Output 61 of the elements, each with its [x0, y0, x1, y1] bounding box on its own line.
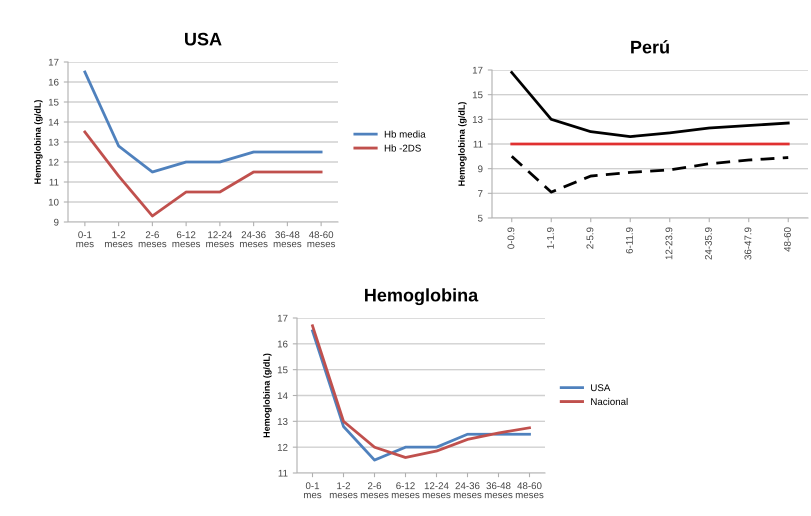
- y-tick-label: 17: [278, 314, 288, 322]
- x-tick-label: 6-12 meses: [392, 482, 420, 498]
- y-tick-label: 13: [278, 418, 288, 425]
- x-tick-label: 12-24 meses: [206, 231, 234, 248]
- line-series: [83, 70, 323, 174]
- y-tick-label: 16: [278, 340, 288, 348]
- chart-title: Hemoglobina: [365, 288, 478, 306]
- y-axis-title: Hemoglobina (g/dL): [263, 354, 272, 438]
- y-tick-label: 14: [48, 118, 59, 126]
- x-tick-label: 12-23.9: [665, 227, 672, 260]
- x-tick-label: 24-35.9: [704, 227, 712, 260]
- y-tick-label: 17: [472, 66, 482, 74]
- x-tick-label: 48-60 meses: [516, 482, 544, 498]
- line-series: [83, 130, 323, 218]
- x-tick-label: 2-5.9: [586, 227, 594, 249]
- x-tick-label: 36-47.9: [744, 227, 752, 260]
- line-series: [510, 71, 790, 138]
- y-tick-label: 15: [472, 92, 483, 98]
- legend-label: Hb media: [384, 130, 426, 138]
- x-tick-label: 48-60: [784, 227, 791, 252]
- y-tick-label: 11: [278, 470, 288, 477]
- x-tick-label: 24-36 meses: [240, 231, 268, 248]
- y-axis-title: Hemoglobina (g/dL): [34, 100, 43, 184]
- x-tick-label: 0-0.9: [507, 227, 514, 249]
- y-tick-label: 17: [48, 58, 58, 66]
- y-tick-label: 9: [478, 165, 483, 172]
- x-tick-label: 36-48 meses: [274, 231, 302, 248]
- y-tick-label: 12: [278, 444, 288, 451]
- y-tick-label: 12: [48, 158, 58, 166]
- x-tick-label: 2-6 meses: [138, 231, 166, 248]
- legend-label: Hb -2DS: [384, 144, 421, 152]
- x-tick-label: 0-1 mes: [76, 231, 94, 248]
- y-tick-label: 11: [474, 140, 482, 148]
- y-tick-label: 5: [478, 214, 483, 222]
- x-tick-label: 2-6 meses: [360, 482, 388, 498]
- x-tick-label: 1-2 meses: [104, 231, 133, 248]
- x-tick-label: 36-48 meses: [484, 482, 512, 498]
- y-tick-label: 14: [278, 392, 288, 400]
- x-tick-label: 0-1 mes: [304, 482, 322, 498]
- y-tick-label: 13: [472, 116, 483, 123]
- y-tick-label: 15: [278, 366, 288, 374]
- line-series: [510, 154, 790, 194]
- y-tick-label: 7: [478, 190, 482, 197]
- y-tick-label: 15: [48, 98, 59, 106]
- x-tick-label: 6-12 meses: [172, 231, 200, 248]
- chart-title: Perú: [631, 40, 669, 54]
- y-tick-label: 11: [50, 178, 58, 186]
- x-tick-label: 1-2 meses: [330, 482, 358, 498]
- y-tick-label: 16: [48, 78, 59, 86]
- x-tick-label: 1-1.9: [546, 227, 554, 248]
- y-tick-label: 13: [48, 138, 59, 146]
- legend-label: USA: [591, 384, 610, 392]
- legend-label: Nacional: [591, 398, 628, 406]
- y-tick-label: 9: [54, 218, 59, 226]
- x-tick-label: 48-60 meses: [307, 231, 336, 248]
- x-tick-label: 12-24 meses: [422, 482, 450, 498]
- y-axis-title: Hemoglobina (g/dL): [458, 102, 467, 186]
- chart-title: USA: [185, 32, 222, 46]
- x-tick-label: 24-36 meses: [454, 482, 482, 498]
- y-tick-label: 10: [48, 198, 59, 206]
- x-tick-label: 6-11.9: [626, 227, 633, 254]
